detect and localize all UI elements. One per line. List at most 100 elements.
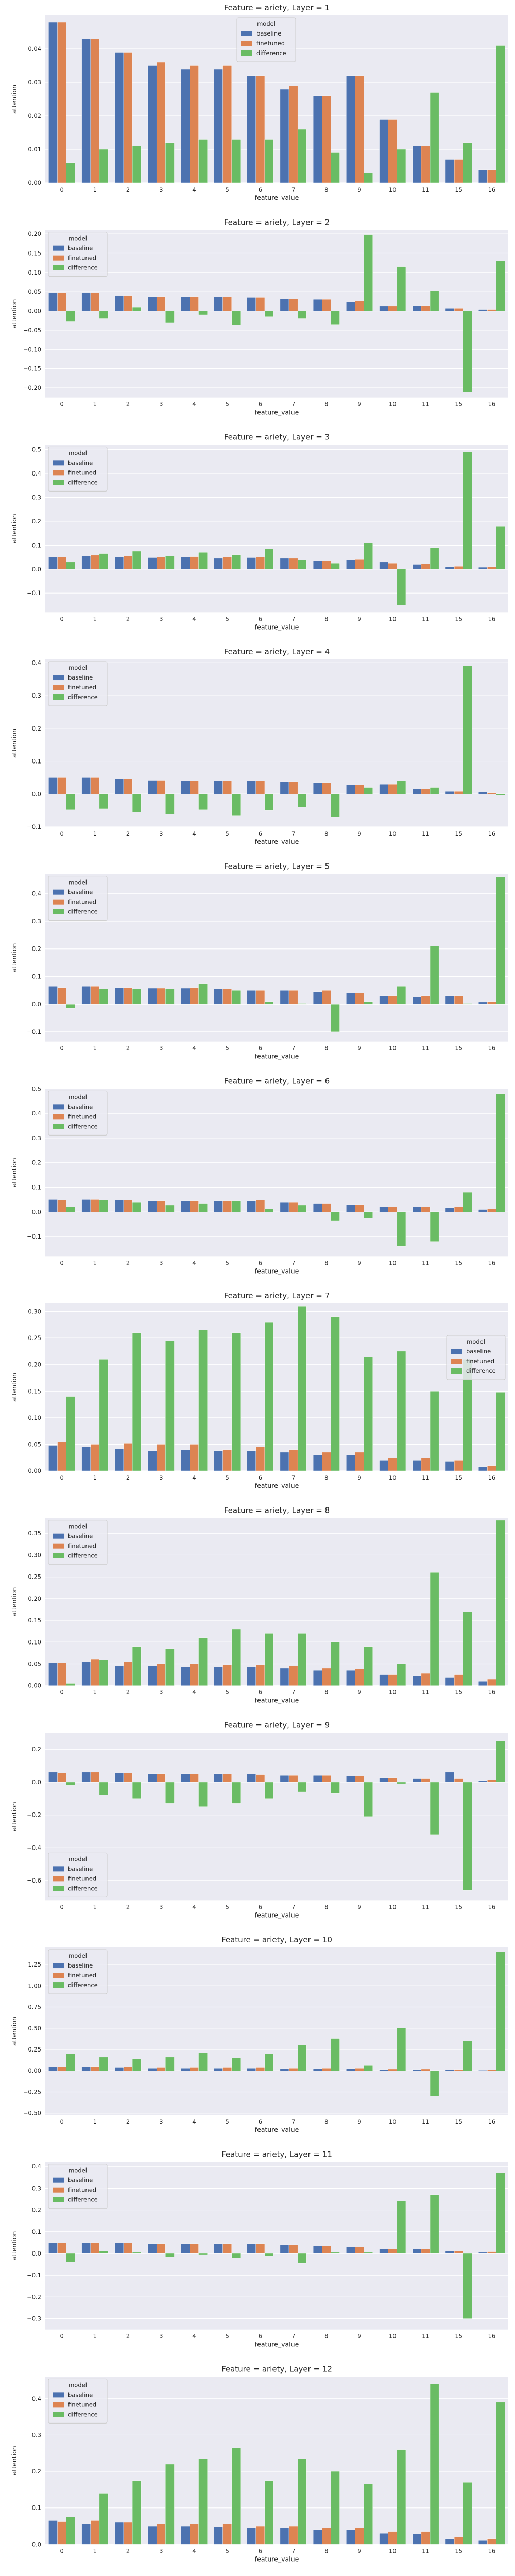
bar-difference bbox=[397, 1351, 406, 1471]
x-tick-label: 9 bbox=[357, 401, 361, 408]
y-tick-label: 0.5 bbox=[32, 446, 41, 453]
bar-baseline bbox=[181, 69, 190, 183]
bar-difference bbox=[99, 553, 109, 569]
x-tick-label: 6 bbox=[259, 2547, 262, 2554]
plot-area bbox=[45, 230, 508, 398]
bar-baseline bbox=[346, 302, 355, 311]
legend-title: model bbox=[68, 449, 87, 456]
y-tick-label: 0.3 bbox=[32, 494, 41, 501]
bar-difference bbox=[364, 543, 373, 569]
bar-baseline bbox=[313, 1775, 322, 1783]
legend-swatch-baseline bbox=[53, 2177, 64, 2183]
y-tick-label: 0.02 bbox=[28, 112, 41, 120]
bar-difference bbox=[198, 1782, 208, 1807]
bar-difference bbox=[331, 794, 340, 818]
y-tick-label: 0.20 bbox=[28, 1361, 41, 1368]
bar-baseline bbox=[379, 784, 388, 794]
y-tick-label: −0.05 bbox=[23, 327, 41, 334]
x-tick-label: 4 bbox=[192, 1689, 196, 1696]
chart-panel-layer-8: Feature = ariety, Layer = 8 0.00 0.05 0.10 0… bbox=[10, 1506, 508, 1704]
x-tick-label: 7 bbox=[291, 615, 295, 622]
y-tick-label: 0.25 bbox=[28, 1573, 41, 1581]
bar-finetuned bbox=[190, 1774, 199, 1783]
y-tick-label: 0.00 bbox=[28, 2067, 41, 2074]
bar-baseline bbox=[247, 781, 256, 794]
legend-swatch-finetuned bbox=[53, 1973, 64, 1978]
legend-title: model bbox=[68, 664, 87, 671]
bar-difference bbox=[264, 2253, 274, 2256]
bar-difference bbox=[331, 2471, 340, 2545]
y-axis-label: attention bbox=[10, 514, 18, 543]
bar-difference bbox=[397, 266, 406, 311]
bar-difference bbox=[430, 1391, 439, 1471]
legend-title: model bbox=[467, 1338, 485, 1345]
legend-swatch-finetuned bbox=[53, 1543, 64, 1549]
bar-baseline bbox=[247, 75, 256, 183]
bar-baseline bbox=[280, 2244, 289, 2254]
bar-difference bbox=[297, 129, 307, 183]
legend-swatch-baseline bbox=[451, 1349, 462, 1354]
x-axis-label: feature_value bbox=[255, 1267, 299, 1275]
bar-difference bbox=[297, 559, 307, 569]
bar-difference bbox=[463, 142, 472, 183]
x-tick-label: 8 bbox=[324, 615, 328, 622]
y-tick-label: 0.05 bbox=[28, 288, 41, 295]
bar-baseline bbox=[478, 169, 488, 183]
x-axis-label: feature_value bbox=[255, 2555, 299, 2563]
y-axis-label: attention bbox=[10, 84, 18, 114]
bar-difference bbox=[430, 1782, 439, 1835]
bar-finetuned bbox=[123, 779, 133, 794]
bar-baseline bbox=[445, 1677, 455, 1686]
x-tick-label: 7 bbox=[291, 1045, 295, 1052]
bar-baseline bbox=[181, 988, 190, 1005]
bar-difference bbox=[496, 45, 505, 183]
bar-finetuned bbox=[90, 777, 100, 794]
chart-title: Feature = ariety, Layer = 9 bbox=[224, 1720, 330, 1730]
bar-baseline bbox=[214, 69, 223, 183]
bar-baseline bbox=[114, 1773, 124, 1783]
x-tick-label: 8 bbox=[324, 2333, 328, 2340]
bar-finetuned bbox=[355, 1669, 364, 1686]
y-tick-label: 0.25 bbox=[28, 2046, 41, 2053]
bar-difference bbox=[331, 1212, 340, 1221]
bar-finetuned bbox=[90, 1772, 100, 1783]
x-tick-label: 1 bbox=[93, 2333, 97, 2340]
legend-swatch-baseline bbox=[241, 31, 252, 36]
bar-finetuned bbox=[222, 65, 232, 183]
bar-finetuned bbox=[322, 2068, 331, 2071]
bar-baseline bbox=[313, 95, 322, 183]
bar-baseline bbox=[412, 1207, 422, 1212]
bar-baseline bbox=[214, 1773, 223, 1783]
x-tick-label: 16 bbox=[488, 1474, 496, 1481]
x-tick-label: 16 bbox=[488, 2547, 496, 2554]
legend-label-difference: difference bbox=[68, 693, 98, 701]
x-tick-label: 1 bbox=[93, 2547, 97, 2554]
x-tick-label: 4 bbox=[192, 186, 196, 193]
legend-label-difference: difference bbox=[68, 479, 98, 486]
bar-baseline bbox=[181, 781, 190, 794]
x-tick-label: 15 bbox=[455, 2547, 462, 2554]
bar-baseline bbox=[379, 562, 388, 569]
legend-title: model bbox=[68, 235, 87, 242]
x-tick-label: 8 bbox=[324, 2547, 328, 2554]
bar-baseline bbox=[313, 299, 322, 311]
bar-finetuned bbox=[190, 2243, 199, 2254]
x-tick-label: 7 bbox=[291, 1903, 295, 1910]
chart-panel-layer-7: Feature = ariety, Layer = 7 0.00 0.05 0.10 0… bbox=[10, 1291, 508, 1489]
y-tick-label: 0.15 bbox=[28, 1387, 41, 1395]
bar-finetuned bbox=[322, 1203, 331, 1212]
bar-difference bbox=[99, 989, 109, 1005]
bar-difference bbox=[198, 983, 208, 1005]
bar-baseline bbox=[412, 2069, 422, 2071]
legend: model baseline finetuned difference bbox=[48, 1090, 108, 1136]
bar-baseline bbox=[478, 1780, 488, 1783]
bar-difference bbox=[198, 1637, 208, 1686]
x-tick-label: 5 bbox=[226, 1045, 229, 1052]
bar-baseline bbox=[346, 1454, 355, 1471]
bar-difference bbox=[430, 1572, 439, 1686]
bar-difference bbox=[496, 1093, 505, 1212]
bar-baseline bbox=[181, 557, 190, 569]
y-axis-label: attention bbox=[10, 2231, 18, 2261]
bar-difference bbox=[297, 1003, 307, 1005]
y-tick-label: 0.3 bbox=[32, 692, 41, 699]
